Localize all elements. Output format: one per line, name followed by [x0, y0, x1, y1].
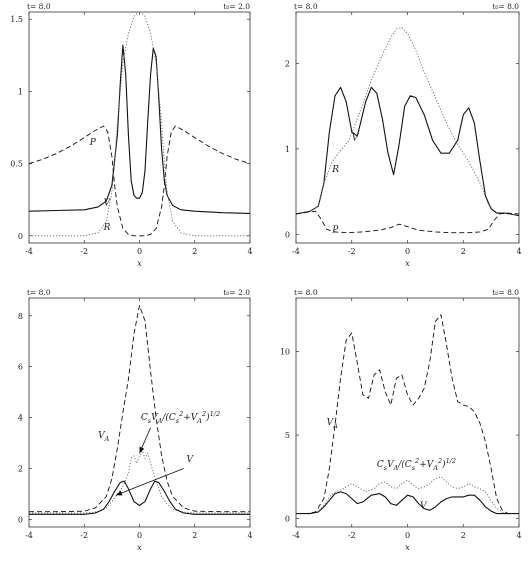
x-tick-label: 4 [516, 531, 521, 540]
curve-label: VA [327, 418, 339, 430]
x-tick-label: -4 [292, 531, 300, 540]
initial-time-label: t₀= 8.0 [492, 288, 519, 297]
y-tick-label: 5 [285, 431, 290, 440]
initial-time-label: t₀= 2.0 [223, 2, 250, 11]
series-line-v [296, 86, 519, 217]
x-tick-label: 2 [461, 531, 466, 540]
y-tick-label: 0 [285, 515, 290, 524]
y-tick-label: 4 [18, 414, 23, 423]
x-tick-label: -2 [80, 531, 88, 540]
x-tick-label: -2 [348, 531, 356, 540]
initial-time-label: t₀= 8.0 [492, 2, 519, 11]
time-label: t= 8.0 [294, 288, 318, 297]
curve-label: V [420, 502, 428, 512]
chart-panel-3: t= 8.0 t₀= 2.0 -4 -2 0 2 4 x 0 2 4 6 8 VA CsVA/(Cs2+VA… [18, 288, 253, 552]
arrow-head [139, 446, 145, 454]
y-tick-label: 6 [18, 363, 23, 372]
x-tick-label: -4 [25, 531, 33, 540]
x-tick-label: -4 [292, 247, 300, 256]
time-label: t= 8.0 [27, 2, 51, 11]
series-line-r [296, 26, 519, 216]
time-label: t= 8.0 [27, 288, 51, 297]
series-line-r [29, 12, 250, 237]
series-line-v-a [29, 305, 250, 513]
chart-panel-2: t= 8.0 t₀= 8.0 -4 -2 0 2 4 x 0 1 2 V R P [285, 2, 522, 268]
curve-label: CsVA/(Cs2+VA2)1/2 [141, 410, 220, 425]
y-tick-label: 0 [285, 230, 290, 239]
x-axis-label: x [137, 259, 142, 268]
y-tick-label: 1 [18, 87, 23, 96]
x-tick-label: 0 [137, 531, 142, 540]
curve-label: V [104, 198, 112, 208]
x-axis-label: x [137, 543, 142, 552]
annotation-arrow [115, 468, 184, 496]
plot-frame [295, 11, 520, 244]
x-tick-label: -4 [25, 247, 33, 256]
series-line-v-a [296, 314, 519, 515]
series-line-p [29, 125, 250, 237]
curve-label: V [352, 133, 360, 143]
x-tick-label: 0 [137, 247, 142, 256]
x-tick-label: 0 [405, 531, 410, 540]
x-tick-label: 2 [192, 247, 197, 256]
curve-label: VA [98, 431, 110, 443]
time-label: t= 8.0 [294, 2, 318, 11]
curve-label: P [331, 226, 339, 236]
initial-time-label: t₀= 2.0 [223, 288, 250, 297]
series-line-p [296, 210, 519, 234]
curve-label: R [331, 165, 339, 175]
curve-label: CsVA/(Cs2+VA2)1/2 [377, 457, 456, 472]
plot-frame [28, 11, 251, 244]
series-line-c-sv-a-c-s-v-a-1-2 [29, 450, 250, 514]
series-line-v [29, 44, 250, 214]
x-axis-label: x [405, 543, 410, 552]
y-tick-label: 10 [280, 347, 290, 356]
y-tick-label: 0 [18, 232, 23, 241]
curve-label: R [103, 223, 111, 233]
y-tick-label: 8 [18, 312, 23, 321]
y-tick-label: 2 [18, 464, 23, 473]
curve-label: P [89, 138, 97, 148]
series-line-v [296, 491, 519, 515]
x-tick-label: -2 [80, 247, 88, 256]
x-tick-label: 4 [247, 531, 252, 540]
y-tick-label: 0.5 [10, 160, 23, 169]
x-tick-label: 2 [461, 247, 466, 256]
y-tick-label: 1.5 [10, 15, 23, 24]
chart-panel-1: t= 8.0 t₀= 2.0 -4 -2 0 2 4 x 0 0.5 1 1.5 P V R [10, 2, 252, 268]
chart-panel-4: t= 8.0 t₀= 8.0 -4 -2 0 2 4 x 0 5 10 VA CsVA/(Cs2+VA2… [280, 288, 522, 552]
curve-label: V [186, 455, 194, 465]
arrow-head [116, 490, 123, 496]
series-line-c-sv-a-c-s-v-a-1-2 [296, 476, 519, 515]
x-axis-label: x [405, 259, 410, 268]
y-tick-label: 0 [18, 515, 23, 524]
y-tick-label: 1 [285, 145, 290, 154]
x-tick-label: 2 [192, 531, 197, 540]
x-tick-label: 4 [516, 247, 521, 256]
x-tick-label: 0 [405, 247, 410, 256]
y-tick-label: 2 [285, 59, 290, 68]
x-tick-label: -2 [348, 247, 356, 256]
x-tick-label: 4 [247, 247, 252, 256]
series-line-v [29, 480, 250, 515]
